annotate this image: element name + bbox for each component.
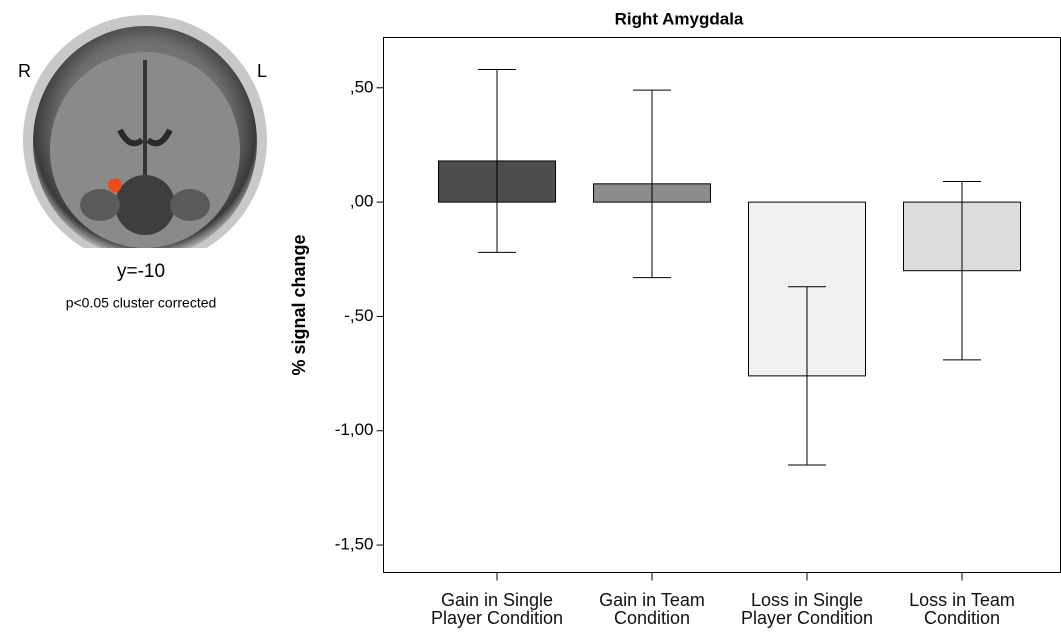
chart-title: Right Amygdala	[615, 9, 744, 28]
brain-right-label: R	[18, 61, 31, 81]
slice-label: y=-10	[117, 261, 165, 282]
y-axis-label: % signal change	[289, 234, 309, 375]
brain-left-label: L	[257, 61, 267, 81]
brain-image	[23, 15, 267, 265]
chart: R L y=-10 p<0.05 cluster corrected Right…	[0, 0, 1061, 632]
plot-frame	[384, 38, 1061, 573]
x-tick-label: Loss in Team Condition	[882, 591, 1042, 627]
y-tick-label: -1,50	[335, 535, 374, 554]
y-tick-label: -,50	[344, 306, 373, 325]
y-tick-label: ,00	[350, 192, 374, 211]
x-tick-label: Gain in Team Condition	[572, 591, 732, 627]
x-tick-label: Gain in Single Player Condition	[417, 591, 577, 627]
y-tick-label: ,50	[350, 77, 374, 96]
y-tick-label: -1,00	[335, 420, 374, 439]
x-tick-label: Loss in Single Player Condition	[727, 591, 887, 627]
page: R L y=-10 p<0.05 cluster corrected Right…	[0, 0, 1061, 632]
threshold-note: p<0.05 cluster corrected	[66, 295, 217, 311]
